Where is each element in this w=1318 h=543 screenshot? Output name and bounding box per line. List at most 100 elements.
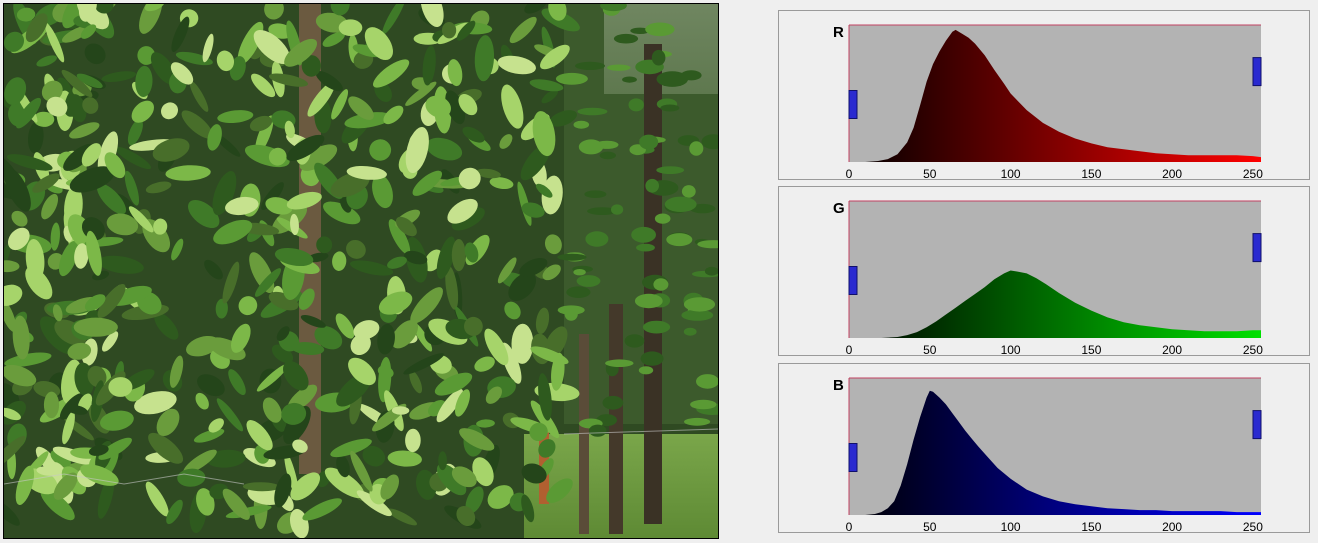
- leaf-shape: [464, 242, 479, 263]
- black-point-handle[interactable]: [848, 443, 858, 472]
- leaf-shape: [145, 181, 172, 194]
- channel-label: B: [833, 377, 844, 394]
- x-tick-label: 50: [923, 167, 937, 179]
- leaf-shape: [631, 226, 656, 243]
- leaf-shape: [599, 151, 616, 160]
- leaf-shape: [195, 392, 209, 410]
- leaf-shape: [302, 498, 342, 521]
- leaf-shape: [148, 432, 184, 464]
- leaf-shape: [451, 207, 485, 231]
- leaf-shape: [585, 231, 609, 247]
- leaf-shape: [438, 451, 447, 471]
- leaf-shape: [524, 4, 548, 14]
- leaf-shape: [100, 410, 134, 431]
- leaf-shape: [281, 402, 307, 425]
- leaf-shape: [605, 359, 634, 368]
- leaf-shape: [4, 31, 25, 52]
- histogram-area-r: [849, 29, 1261, 163]
- leaf-shape: [124, 170, 140, 206]
- leaf-shape: [356, 490, 392, 517]
- leaf-shape: [546, 478, 573, 503]
- leaf-shape: [436, 388, 464, 423]
- leaf-shape: [541, 89, 559, 104]
- leaf-shape: [242, 482, 280, 492]
- leaf-shape: [52, 304, 63, 322]
- leaf-shape: [97, 283, 126, 319]
- leaf-shape: [684, 417, 711, 426]
- leaf-shape: [544, 234, 562, 255]
- leaf-shape: [28, 121, 44, 154]
- leaf-shape: [521, 494, 535, 523]
- leaf-shape: [555, 72, 588, 85]
- leaf-shape: [82, 97, 99, 114]
- leaf-shape: [231, 323, 251, 353]
- leaf-shape: [348, 357, 376, 386]
- leaf-shape: [521, 202, 545, 218]
- x-tick-label: 200: [1162, 167, 1182, 179]
- leaf-shape: [666, 233, 693, 247]
- leaf-shape: [540, 44, 570, 70]
- leaf-shape: [403, 353, 445, 375]
- leaf-shape: [636, 243, 655, 252]
- leaf-shape: [187, 199, 220, 229]
- leaf-shape: [409, 370, 423, 394]
- leaf-shape: [197, 374, 225, 397]
- leaf-shape: [504, 301, 521, 320]
- leaf-shape: [475, 168, 501, 179]
- x-tick-label: 150: [1081, 343, 1101, 355]
- leaf-shape: [447, 59, 463, 87]
- leaf-shape: [216, 50, 235, 72]
- leaf-shape: [95, 4, 114, 14]
- leaf-shape: [335, 313, 355, 339]
- leaf-shape: [497, 257, 517, 284]
- leaf-shape: [46, 96, 68, 117]
- leaf-shape: [566, 286, 591, 299]
- leaf-shape: [474, 35, 495, 82]
- leaf-shape: [32, 173, 60, 193]
- leaf-shape: [542, 264, 561, 281]
- leaf-shape: [690, 399, 717, 410]
- leaf-shape: [412, 170, 443, 196]
- leaf-shape: [336, 455, 350, 478]
- leaf-shape: [447, 198, 478, 224]
- leaf-shape: [511, 323, 534, 364]
- leaf-shape: [41, 193, 59, 220]
- leaf-shape: [84, 43, 106, 65]
- x-tick-label: 0: [846, 343, 853, 355]
- leaf-shape: [420, 4, 444, 28]
- leaf-shape: [171, 16, 190, 53]
- black-point-handle[interactable]: [848, 90, 858, 119]
- leaf-shape: [69, 122, 100, 139]
- white-point-handle[interactable]: [1252, 410, 1262, 440]
- leaf-shape: [45, 23, 65, 63]
- leaf-shape: [183, 449, 217, 474]
- black-point-handle[interactable]: [848, 266, 858, 295]
- leaf-shape: [4, 352, 52, 367]
- leaf-shape: [274, 473, 292, 508]
- leaf-shape: [212, 171, 237, 216]
- leaf-shape: [656, 71, 689, 87]
- leaf-shape: [462, 126, 485, 143]
- leaf-shape: [16, 7, 36, 22]
- leaf-shape: [215, 298, 228, 319]
- leaf-shape: [193, 428, 225, 443]
- leaf-shape: [134, 391, 177, 415]
- leaf-shape: [189, 80, 209, 112]
- leaf-shape: [15, 465, 35, 506]
- leaf-shape: [170, 62, 194, 85]
- leaf-shape: [290, 472, 321, 501]
- leaf-shape: [97, 475, 115, 519]
- white-point-handle[interactable]: [1252, 57, 1262, 87]
- leaf-shape: [600, 4, 627, 12]
- leaf-shape: [377, 323, 395, 355]
- leaf-shape: [622, 76, 637, 83]
- leaf-shape: [40, 488, 75, 521]
- leaf-shape: [535, 183, 553, 198]
- leaf-shape: [43, 391, 60, 419]
- leaf-shape: [251, 73, 276, 98]
- leaf-shape: [353, 320, 380, 340]
- leaf-shape: [150, 52, 177, 85]
- white-point-handle[interactable]: [1252, 233, 1262, 263]
- leaf-shape: [11, 210, 28, 227]
- leaf-shape: [330, 4, 350, 16]
